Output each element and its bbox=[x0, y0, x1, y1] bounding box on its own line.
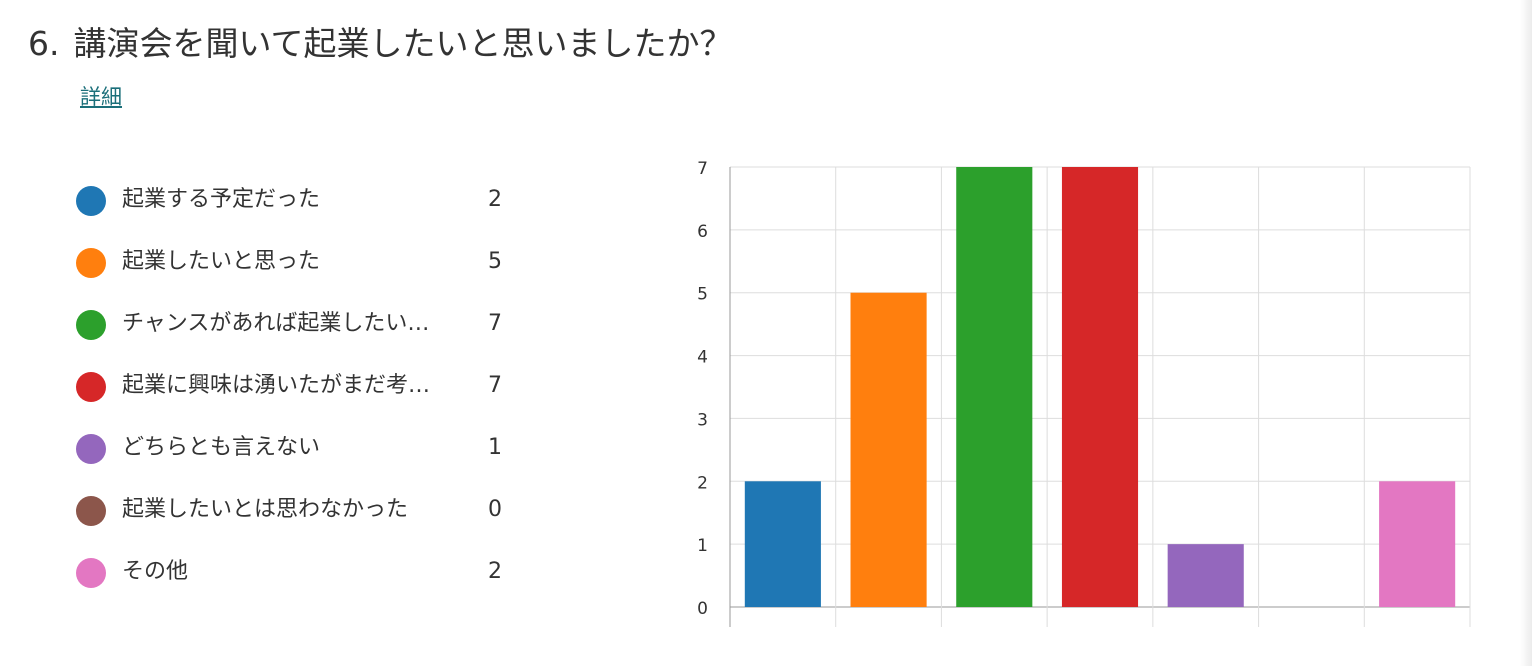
y-tick-label: 1 bbox=[697, 536, 708, 556]
bar-chart-svg: 0 1 2 3 4 5 6 7 bbox=[697, 159, 1471, 627]
bar-2 bbox=[850, 292, 927, 607]
legend-count: 1 bbox=[488, 435, 502, 460]
y-tick-label: 5 bbox=[697, 285, 708, 305]
legend-item: その他 2 bbox=[74, 541, 514, 603]
legend-swatch-icon bbox=[76, 310, 106, 340]
legend-label: 起業する予定だった bbox=[122, 187, 321, 212]
chart-legend: 起業する予定だった 2 起業したいと思った 5 チャンスがあれば起業したい… 7… bbox=[74, 169, 514, 603]
legend-item: 起業する予定だった 2 bbox=[74, 169, 514, 231]
legend-item: 起業したいと思った 5 bbox=[74, 231, 514, 293]
legend-count: 2 bbox=[488, 187, 502, 212]
legend-label: 起業に興味は湧いたがまだ考… bbox=[122, 373, 431, 398]
legend-count: 7 bbox=[488, 373, 502, 398]
legend-swatch-icon bbox=[76, 248, 106, 278]
y-tick-label: 2 bbox=[697, 473, 708, 493]
legend-label: 起業したいとは思わなかった bbox=[122, 497, 409, 522]
y-tick-label: 0 bbox=[697, 599, 708, 619]
legend-swatch-icon bbox=[76, 496, 106, 526]
y-tick-label: 3 bbox=[697, 410, 708, 430]
bar-3 bbox=[956, 167, 1033, 607]
legend-count: 5 bbox=[488, 249, 502, 274]
legend-count: 7 bbox=[488, 311, 502, 336]
legend-swatch-icon bbox=[76, 186, 106, 216]
legend-swatch-icon bbox=[76, 558, 106, 588]
question-title: 6. 講演会を聞いて起業したいと思いましたか？ bbox=[28, 22, 733, 66]
legend-item: チャンスがあれば起業したい… 7 bbox=[74, 293, 514, 355]
legend-label: その他 bbox=[122, 559, 189, 584]
legend-label: チャンスがあれば起業したい… bbox=[122, 311, 430, 336]
bar-chart: 0 1 2 3 4 5 6 7 bbox=[660, 140, 1500, 640]
legend-count: 0 bbox=[488, 497, 502, 522]
legend-label: 起業したいと思った bbox=[122, 249, 321, 274]
bar-1 bbox=[744, 481, 821, 607]
y-tick-label: 6 bbox=[697, 222, 708, 242]
y-tick-label: 4 bbox=[697, 348, 708, 368]
bar-4 bbox=[1061, 167, 1139, 607]
question-text: 講演会を聞いて起業したいと思いましたか？ bbox=[73, 24, 733, 63]
bar-5 bbox=[1167, 544, 1244, 607]
legend-label: どちらとも言えない bbox=[122, 435, 321, 460]
y-tick-label: 7 bbox=[697, 159, 708, 179]
legend-item: どちらとも言えない 1 bbox=[74, 417, 514, 479]
legend-swatch-icon bbox=[76, 434, 106, 464]
details-link[interactable]: 詳細 bbox=[80, 85, 122, 109]
scroll-edge-shadow bbox=[1520, 0, 1532, 666]
question-number: 6. bbox=[28, 24, 60, 63]
legend-count: 2 bbox=[488, 559, 502, 584]
legend-swatch-icon bbox=[76, 372, 106, 402]
bar-7 bbox=[1379, 481, 1456, 607]
legend-item: 起業に興味は湧いたがまだ考… 7 bbox=[74, 355, 514, 417]
legend-item: 起業したいとは思わなかった 0 bbox=[74, 479, 514, 541]
